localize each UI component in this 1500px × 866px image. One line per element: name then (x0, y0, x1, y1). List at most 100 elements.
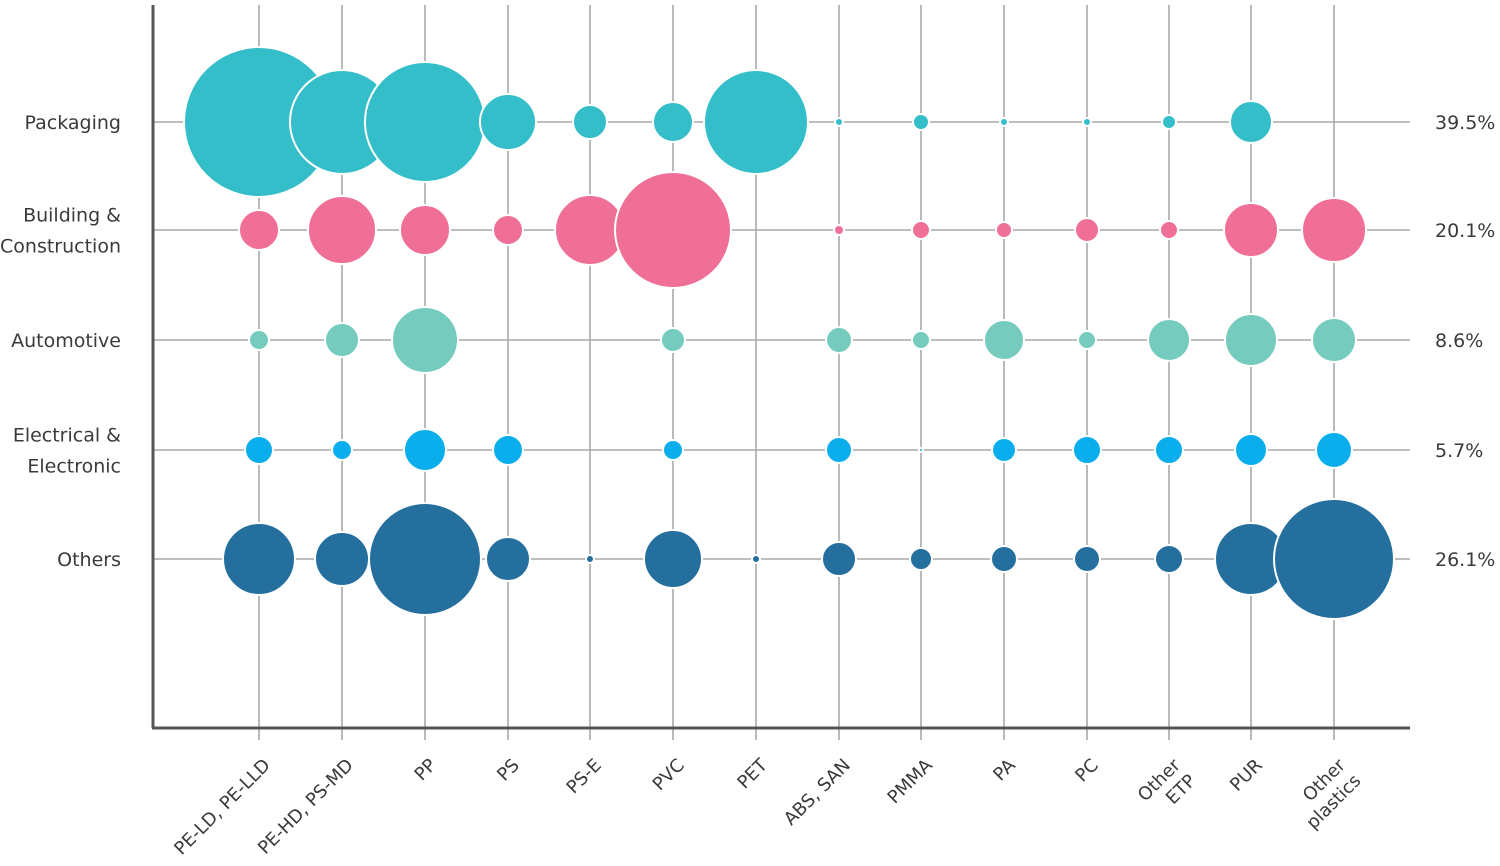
bubble-2-11 (1074, 217, 1100, 243)
bubble-1-11 (1082, 117, 1092, 127)
row-label-line: Electronic (27, 456, 121, 478)
bubble-5-9 (909, 547, 933, 571)
row-label: Packaging (25, 112, 121, 134)
bubble-4-8 (825, 436, 853, 464)
bubble-1-6 (652, 101, 694, 143)
bubble-4-1 (244, 435, 274, 465)
column-label: PUR (1226, 755, 1267, 796)
column-label-text: OtherETP (1134, 755, 1201, 822)
row-label-line: Electrical & (13, 425, 121, 447)
bubble-4-10 (991, 437, 1017, 463)
bubble-1-9 (912, 113, 930, 131)
bubble-2-3 (399, 204, 451, 256)
column-label-text: PS (493, 755, 524, 786)
bubbles (183, 46, 1395, 620)
share-label: 8.6% (1435, 330, 1483, 352)
row-labels: Packaging Building & Construction Automotiv… (0, 112, 121, 571)
bubble-4-3 (403, 428, 447, 472)
share-label: 5.7% (1435, 440, 1483, 462)
column-label: PP (411, 755, 441, 785)
row-label: Automotive (11, 330, 121, 352)
column-label: ABS, SAN (780, 755, 855, 830)
column-label-text: PET (733, 754, 772, 793)
bubble-2-12 (1159, 220, 1179, 240)
bubble-2-2 (307, 195, 377, 265)
column-label-text: ABS, SAN (780, 755, 855, 830)
bubble-5-7 (751, 554, 761, 564)
bubble-1-7 (703, 69, 809, 175)
bubble-2-8 (833, 224, 845, 236)
bubble-3-1 (248, 329, 270, 351)
bubble-1-5 (572, 104, 608, 140)
column-label-text: PP (411, 755, 441, 785)
bubble-1-12 (1161, 114, 1177, 130)
bubble-3-8 (825, 326, 853, 354)
share-label: 26.1% (1435, 549, 1495, 571)
column-label-text: PS-E (563, 755, 606, 798)
share-label: 39.5% (1435, 112, 1495, 134)
axes (151, 5, 1410, 730)
bubble-1-13 (1229, 100, 1273, 144)
column-label-text: Otherplastics (1287, 755, 1366, 834)
column-label-line: PVC (649, 755, 689, 795)
row-label: Others (57, 549, 121, 571)
bubble-4-14 (1315, 431, 1353, 469)
column-label: PS-E (563, 755, 606, 798)
column-label-text: PUR (1226, 755, 1267, 796)
bubble-5-8 (821, 541, 857, 577)
bubble-2-4 (492, 214, 524, 246)
bubble-1-3 (364, 61, 486, 183)
column-label-text: PVC (649, 755, 689, 795)
column-label: PA (989, 754, 1020, 785)
bubble-3-6 (660, 327, 686, 353)
bubble-5-5 (585, 554, 595, 564)
row-label: Building & Construction (0, 205, 121, 258)
column-label: PC (1071, 755, 1102, 786)
column-label-line: PMMA (884, 754, 938, 808)
row-label: Electrical & Electronic (13, 425, 121, 478)
bubble-5-14 (1273, 498, 1395, 620)
bubble-2-6 (614, 171, 732, 289)
row-label-line: Others (57, 549, 121, 571)
bubble-2-10 (995, 221, 1013, 239)
bubble-5-11 (1073, 545, 1101, 573)
bubble-3-10 (983, 319, 1025, 361)
bubble-5-3 (368, 502, 482, 616)
bubble-3-2 (324, 322, 360, 358)
share-label: 20.1% (1435, 220, 1495, 242)
column-label: PMMA (884, 754, 938, 808)
column-label: PS (493, 755, 524, 786)
column-label-text: PC (1071, 755, 1102, 786)
bubble-4-4 (492, 434, 524, 466)
column-label-line: PUR (1226, 755, 1267, 796)
bubble-5-10 (990, 545, 1018, 573)
row-label-line: Packaging (25, 112, 121, 134)
column-label-line: ABS, SAN (780, 755, 855, 830)
bubble-1-4 (479, 93, 537, 151)
bubble-3-11 (1077, 330, 1097, 350)
bubble-3-13 (1224, 313, 1278, 367)
bubble-2-9 (911, 220, 931, 240)
column-label: PVC (649, 755, 689, 795)
column-label-line: PS-E (563, 755, 606, 798)
row-label-line: Building & (23, 205, 121, 227)
bubble-3-9 (911, 330, 931, 350)
bubble-4-13 (1234, 433, 1268, 467)
bubble-1-8 (834, 117, 844, 127)
column-label-line: PP (411, 755, 441, 785)
bubble-4-6 (662, 439, 684, 461)
bubble-1-10 (999, 117, 1009, 127)
column-label: Otherplastics (1287, 755, 1366, 834)
row-label-line: Construction (0, 236, 121, 258)
bubble-2-1 (238, 209, 280, 251)
bubble-5-4 (485, 536, 531, 582)
column-label-text: PMMA (884, 754, 938, 808)
bubble-3-14 (1311, 317, 1357, 363)
bubble-4-12 (1154, 435, 1184, 465)
bubble-3-3 (391, 306, 459, 374)
bubble-5-12 (1154, 544, 1184, 574)
bubble-2-14 (1301, 197, 1367, 263)
share-labels: 39.5% 20.1% 8.6% 5.7% 26.1% (1435, 112, 1495, 571)
bubble-4-11 (1072, 435, 1102, 465)
